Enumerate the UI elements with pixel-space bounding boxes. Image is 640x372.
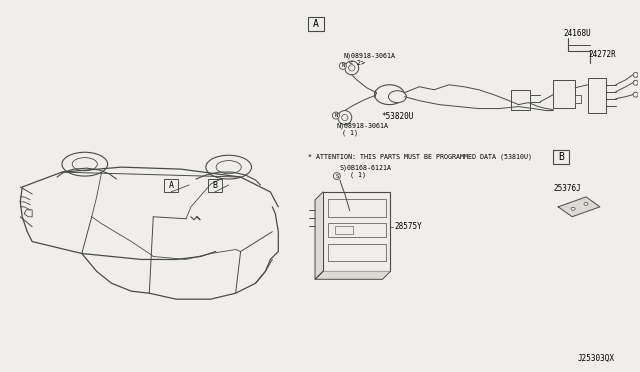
Text: N: N <box>341 63 344 68</box>
Bar <box>323 192 390 271</box>
Ellipse shape <box>571 207 575 210</box>
Text: B: B <box>558 152 564 162</box>
Text: 28575Y: 28575Y <box>394 222 422 231</box>
Ellipse shape <box>374 85 404 105</box>
Bar <box>164 179 178 192</box>
Bar <box>328 223 385 237</box>
Ellipse shape <box>584 202 588 205</box>
Ellipse shape <box>339 62 346 69</box>
Text: *53820U: *53820U <box>381 112 414 121</box>
Text: S: S <box>335 174 339 179</box>
Text: B: B <box>212 181 218 190</box>
Bar <box>340 213 350 221</box>
Text: A: A <box>313 19 319 29</box>
Ellipse shape <box>62 152 108 176</box>
Bar <box>553 80 575 108</box>
Text: ( 1): ( 1) <box>350 172 366 178</box>
Bar <box>208 179 221 192</box>
Ellipse shape <box>72 158 97 171</box>
Ellipse shape <box>216 161 241 174</box>
Ellipse shape <box>388 91 406 103</box>
Bar <box>335 226 353 234</box>
Polygon shape <box>315 192 323 279</box>
Text: S)0B168-6121A: S)0B168-6121A <box>340 165 392 171</box>
Text: N: N <box>334 113 337 118</box>
Ellipse shape <box>333 173 340 180</box>
Text: J25303QX: J25303QX <box>578 354 615 363</box>
Text: 24168U: 24168U <box>563 29 591 38</box>
Ellipse shape <box>338 110 352 125</box>
Text: N)08918-3061A: N)08918-3061A <box>337 122 389 129</box>
Bar <box>575 95 581 103</box>
Bar <box>553 150 569 164</box>
Bar <box>511 90 531 110</box>
Ellipse shape <box>332 112 339 119</box>
Ellipse shape <box>345 61 358 75</box>
Polygon shape <box>315 271 390 279</box>
Ellipse shape <box>633 73 638 77</box>
Text: N)08918-3061A: N)08918-3061A <box>344 53 396 59</box>
Text: * ATTENTION: THIS PARTS MUST BE PROGRAMMED DATA (53810U): * ATTENTION: THIS PARTS MUST BE PROGRAMM… <box>308 154 532 160</box>
Text: 25376J: 25376J <box>553 185 581 193</box>
Text: 24272R: 24272R <box>588 51 616 60</box>
Ellipse shape <box>349 65 355 71</box>
Text: A: A <box>168 181 173 190</box>
Ellipse shape <box>206 155 252 179</box>
Ellipse shape <box>633 80 638 85</box>
Ellipse shape <box>633 92 638 97</box>
Bar <box>328 244 385 262</box>
Bar <box>588 78 606 113</box>
Bar <box>308 17 324 31</box>
Ellipse shape <box>342 114 348 121</box>
Bar <box>328 199 385 217</box>
Text: < 2>: < 2> <box>349 60 365 66</box>
Polygon shape <box>558 197 600 217</box>
Text: ( 1): ( 1) <box>342 129 358 136</box>
